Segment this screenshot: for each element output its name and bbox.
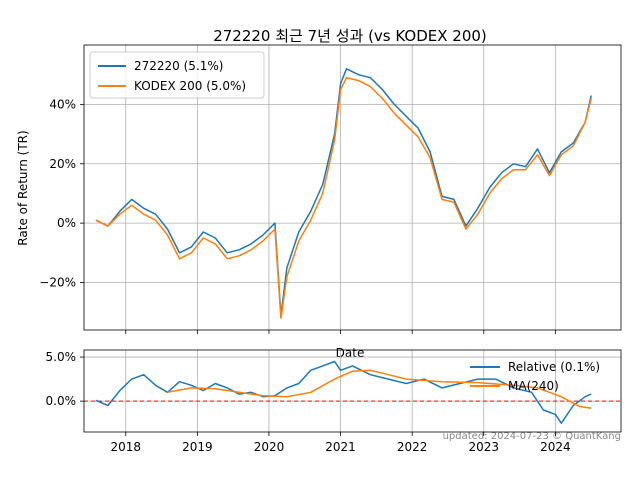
panel-1-series-group: [95, 68, 592, 319]
x-tick-label-2022: 2022: [397, 440, 428, 454]
panel-1-y-tick-label-3: 40%: [49, 97, 76, 111]
panel-1-series-line-1: [95, 68, 592, 316]
panel-2-frame: [83, 349, 622, 433]
x-tick-label-2021: 2021: [325, 440, 356, 454]
panel-2-y-tick-label-1: 5.0%: [46, 350, 77, 364]
panel-2-series-line-2: [167, 369, 592, 409]
x-tick-label-2018: 2018: [110, 440, 141, 454]
footnote: updated: 2024-07-23 © QuantKang: [443, 431, 621, 442]
panel-1-y-tick-label-1: 0%: [57, 216, 76, 230]
x-tick-label-2023: 2023: [468, 440, 499, 454]
x-axis-label: Date: [336, 346, 365, 360]
legend2-label-1: Relative (0.1%): [508, 360, 600, 374]
y-axis-label: Rate of Return (TR): [16, 130, 30, 245]
panel-1-frame: [83, 44, 622, 331]
legend-label-2: KODEX 200 (5.0%): [134, 79, 246, 93]
panel-2-y-tick-label-0: 0.0%: [46, 394, 77, 408]
legend2-label-2: MA(240): [508, 379, 559, 393]
chart-title: 272220 최근 7년 성과 (vs KODEX 200): [213, 27, 487, 45]
panel-1-series-line-2: [95, 76, 592, 319]
panel-1-y-tick-label-2: 20%: [49, 157, 76, 171]
x-tick-label-2019: 2019: [182, 440, 213, 454]
panel-2-series-line-1: [95, 360, 592, 424]
panel-2-series-group: [95, 360, 592, 424]
legend-box: [89, 51, 265, 99]
legend-label-1: 272220 (5.1%): [134, 59, 223, 73]
x-tick-label-2024: 2024: [540, 440, 571, 454]
x-tick-label-2020: 2020: [254, 440, 285, 454]
panel-1-y-tick-label-0: −20%: [39, 276, 76, 290]
